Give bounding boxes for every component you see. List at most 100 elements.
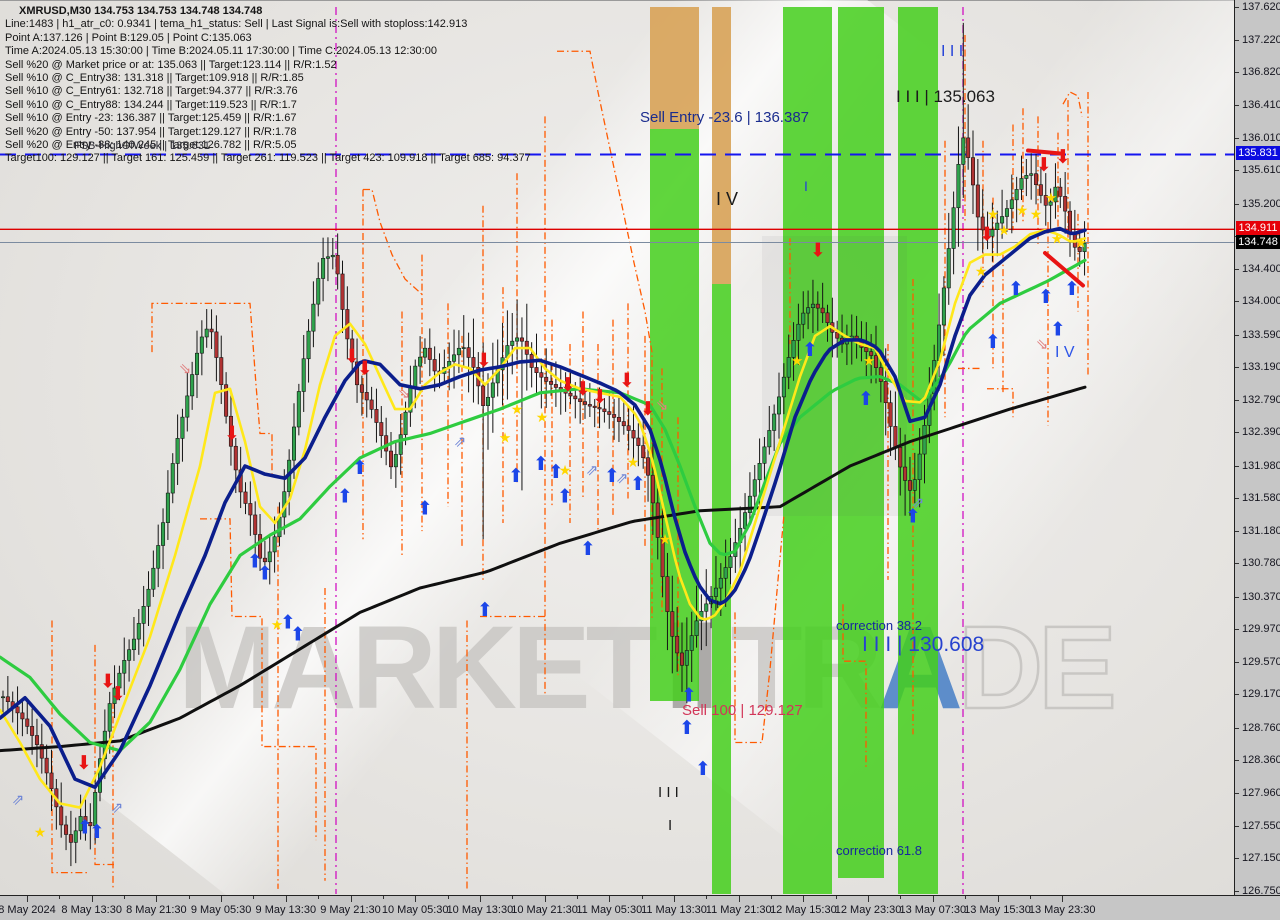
buy-arrow-icon: ⬆⬆⬆⬆⬆⬆⬆⬆⬆⬆⬆⬆ ⬆⬆⬆⬆ ⬆⬆⬆⬆⬆⬆⬆⬆⬆ ⬆⬆⬆ (77, 278, 1080, 843)
candlestick-series (0, 22, 1087, 867)
annotation-label: I (804, 178, 808, 194)
sell-arrow-icon: ⬇ (476, 349, 492, 371)
buy-arrow-icon: ⬆ (905, 506, 921, 528)
time-axis-label: 9 May 21:30 (320, 904, 381, 916)
buy-arrow-icon: ⬆ (477, 599, 493, 621)
hollow-buy-arrow-icon: ⇗ (586, 461, 599, 479)
buy-arrow-icon: ⬆ (557, 485, 573, 507)
hollow-sell-arrow-icon: ⇘ ⇘ ⇘ ⇘ (179, 335, 1049, 414)
buy-arrow-icon: ⬆ (417, 498, 433, 520)
info-line: Line:1483 | h1_atr_c0: 0.9341 | tema_h1_… (5, 18, 468, 31)
buy-arrow-icon: ⬆ (337, 485, 353, 507)
time-axis-label: 8 May 2024 (0, 904, 56, 916)
info-line: Sell %20 @ Entry -88: 140.245 || Target:… (5, 139, 297, 152)
buy-arrow-icon: ⬆ (695, 758, 711, 780)
buy-arrow-icon: ⬆ (630, 473, 646, 495)
buy-arrow-icon: ⬆ (604, 465, 620, 487)
star-icon: ★ (511, 402, 524, 418)
price-axis[interactable]: 137.620 137.220 136.820 136.410 136.010 135.6… (1234, 0, 1280, 897)
annotation-label: correction 61.8 (836, 843, 922, 858)
star-icon: ★ (559, 463, 572, 479)
sell-arrow-icon: ⬇ (810, 240, 826, 262)
time-axis-label: 9 May 05:30 (190, 904, 252, 916)
sell-arrow-icon: ⬇⬇⬇⬇⬇⬇ ⬇⬇ ⬇ ⬇⬇⬇⬇⬇⬇ ⬇ (76, 146, 1071, 774)
buy-arrow-icon: ⬆ (508, 465, 524, 487)
annotation-label: I V (716, 189, 738, 209)
star-icon: ★ (1016, 203, 1029, 219)
info-line: Time A:2024.05.13 15:30:00 | Time B:2024… (5, 45, 437, 58)
time-axis-label: 10 May 21:30 (511, 904, 578, 916)
hollow-buy-arrow-icon: ⇗ (912, 494, 925, 512)
buy-arrow-icon: ⬆ (533, 453, 549, 475)
ma-line-black (0, 385, 1087, 753)
time-axis-label: 12 May 23:30 (834, 904, 902, 916)
info-line: Point A:137.126 | Point B:129.05 | Point… (5, 31, 252, 44)
star-icon: ★ (1051, 231, 1064, 247)
chart-annotations: Sell Entry -23.6 | 136.387 I I I | 135.06… (640, 43, 1075, 858)
annotation-label: Sell 100 | 129.127 (682, 702, 803, 719)
sell-arrow-icon: ⬇ (1036, 154, 1052, 176)
hollow-buy-arrow-icon: ⇗ (111, 799, 124, 817)
star-icon: ★ (1030, 207, 1043, 223)
ma-line-green (0, 258, 1087, 753)
buy-arrow-icon: ⬆ (247, 550, 263, 572)
hollow-buy-arrow-icon: ⇗ (454, 433, 467, 451)
sell-arrow-icon: ⬇ (560, 374, 576, 396)
time-axis-label: 9 May 13:30 (255, 904, 317, 916)
info-line: Sell %10 @ C_Entry88: 134.244 || Target:… (5, 98, 297, 111)
trendline-segments (1026, 148, 1085, 288)
sell-arrow-icon: ⬇ (640, 398, 656, 420)
hollow-buy-arrow-icon: ⇗ ⇗ ⇗ ⇗ ⇗ ⇗ (12, 433, 925, 817)
info-line: Target100: 129.127 || Target 161: 125.45… (5, 152, 531, 165)
star-icon: ★★★★★★★★★ ★★★★★ ★★★ ★ (34, 191, 1088, 841)
annotation-label: I I I | 135.063 (896, 87, 995, 106)
star-icon: ★ (34, 825, 47, 841)
star-icon: ★ (536, 410, 549, 426)
hollow-buy-arrow-icon: ⇗ (616, 469, 629, 487)
annotation-label: correction 38.2 (836, 618, 922, 633)
star-icon: ★ (271, 618, 284, 634)
star-icon: ★ (659, 532, 672, 548)
sell-arrow-icon: ⬇ (619, 370, 635, 392)
sell-arrow-icon: ⬇ (110, 683, 126, 705)
price-tag: 134.911 (1236, 221, 1280, 236)
time-axis-label: 11 May 05:30 (576, 904, 643, 916)
sell-arrow-icon: ⬇ (100, 671, 116, 693)
time-axis-label: 13 May 23:30 (1028, 904, 1096, 916)
hollow-sell-arrow-icon: ⇘ (656, 396, 669, 414)
annotation-label: I (668, 817, 672, 834)
buy-arrow-icon: ⬆ (802, 339, 818, 361)
annotation-label: Sell Entry -23.6 | 136.387 (640, 109, 809, 126)
info-line: Sell %10 @ C_Entry61: 132.718 || Target:… (5, 85, 298, 98)
buy-arrow-icon: ⬆ (681, 685, 697, 707)
time-axis-label: 13 May 07:30 (899, 904, 967, 916)
time-axis-label: 10 May 13:30 (446, 904, 514, 916)
buy-arrow-icon: ⬆ (679, 717, 695, 739)
time-axis-label: 8 May 21:30 (126, 904, 187, 916)
sell-arrow-icon: ⬇ (344, 345, 360, 367)
sell-arrow-icon: ⬇ (979, 223, 995, 245)
buy-arrow-icon: ⬆ (89, 821, 105, 843)
ma-line-navy (0, 226, 1087, 790)
candlestick-chart-canvas[interactable]: ⬆⬆⬆⬆⬆⬆⬆⬆⬆⬆⬆⬆ ⬆⬆⬆⬆ ⬆⬆⬆⬆⬆⬆⬆⬆⬆ ⬆⬆⬆⬇⬇⬇⬇⬇⬇ ⬇⬇ ⬇ ⬇⬇⬇… (0, 1, 1234, 896)
info-line: Sell %20 @ Entry -50: 137.954 || Target:… (5, 125, 297, 138)
sell-arrow-icon: ⬇ (76, 752, 92, 774)
time-axis[interactable]: 8 May 2024 8 May 13:30 8 May 21:30 9 May 05… (0, 895, 1280, 920)
hollow-buy-arrow-icon: ⇗ (12, 790, 25, 808)
time-axis-label: 13 May 15:30 (964, 904, 1031, 916)
buy-arrow-icon: ⬆ (77, 816, 93, 838)
sell-arrow-icon: ⬇ (1055, 146, 1071, 168)
info-line: Sell %10 @ Entry -23: 136.387 || Target:… (5, 112, 297, 125)
sell-arrow-icon: ⬇ (224, 423, 240, 445)
buy-arrow-icon: ⬆ (280, 611, 296, 633)
annotation-label: I I I (941, 43, 963, 60)
time-axis-label: 8 May 13:30 (61, 904, 122, 916)
time-axis-label: 11 May 13:30 (641, 904, 707, 916)
sell-arrow-icon: ⬇ (357, 358, 373, 380)
price-tag: 134.748 (1236, 234, 1280, 249)
hollow-sell-arrow-icon: ⇘ (398, 384, 411, 402)
sell-arrow-icon: ⬇ (575, 378, 591, 400)
info-line: Sell %20 @ Market price or at: 135.063 |… (5, 58, 337, 71)
